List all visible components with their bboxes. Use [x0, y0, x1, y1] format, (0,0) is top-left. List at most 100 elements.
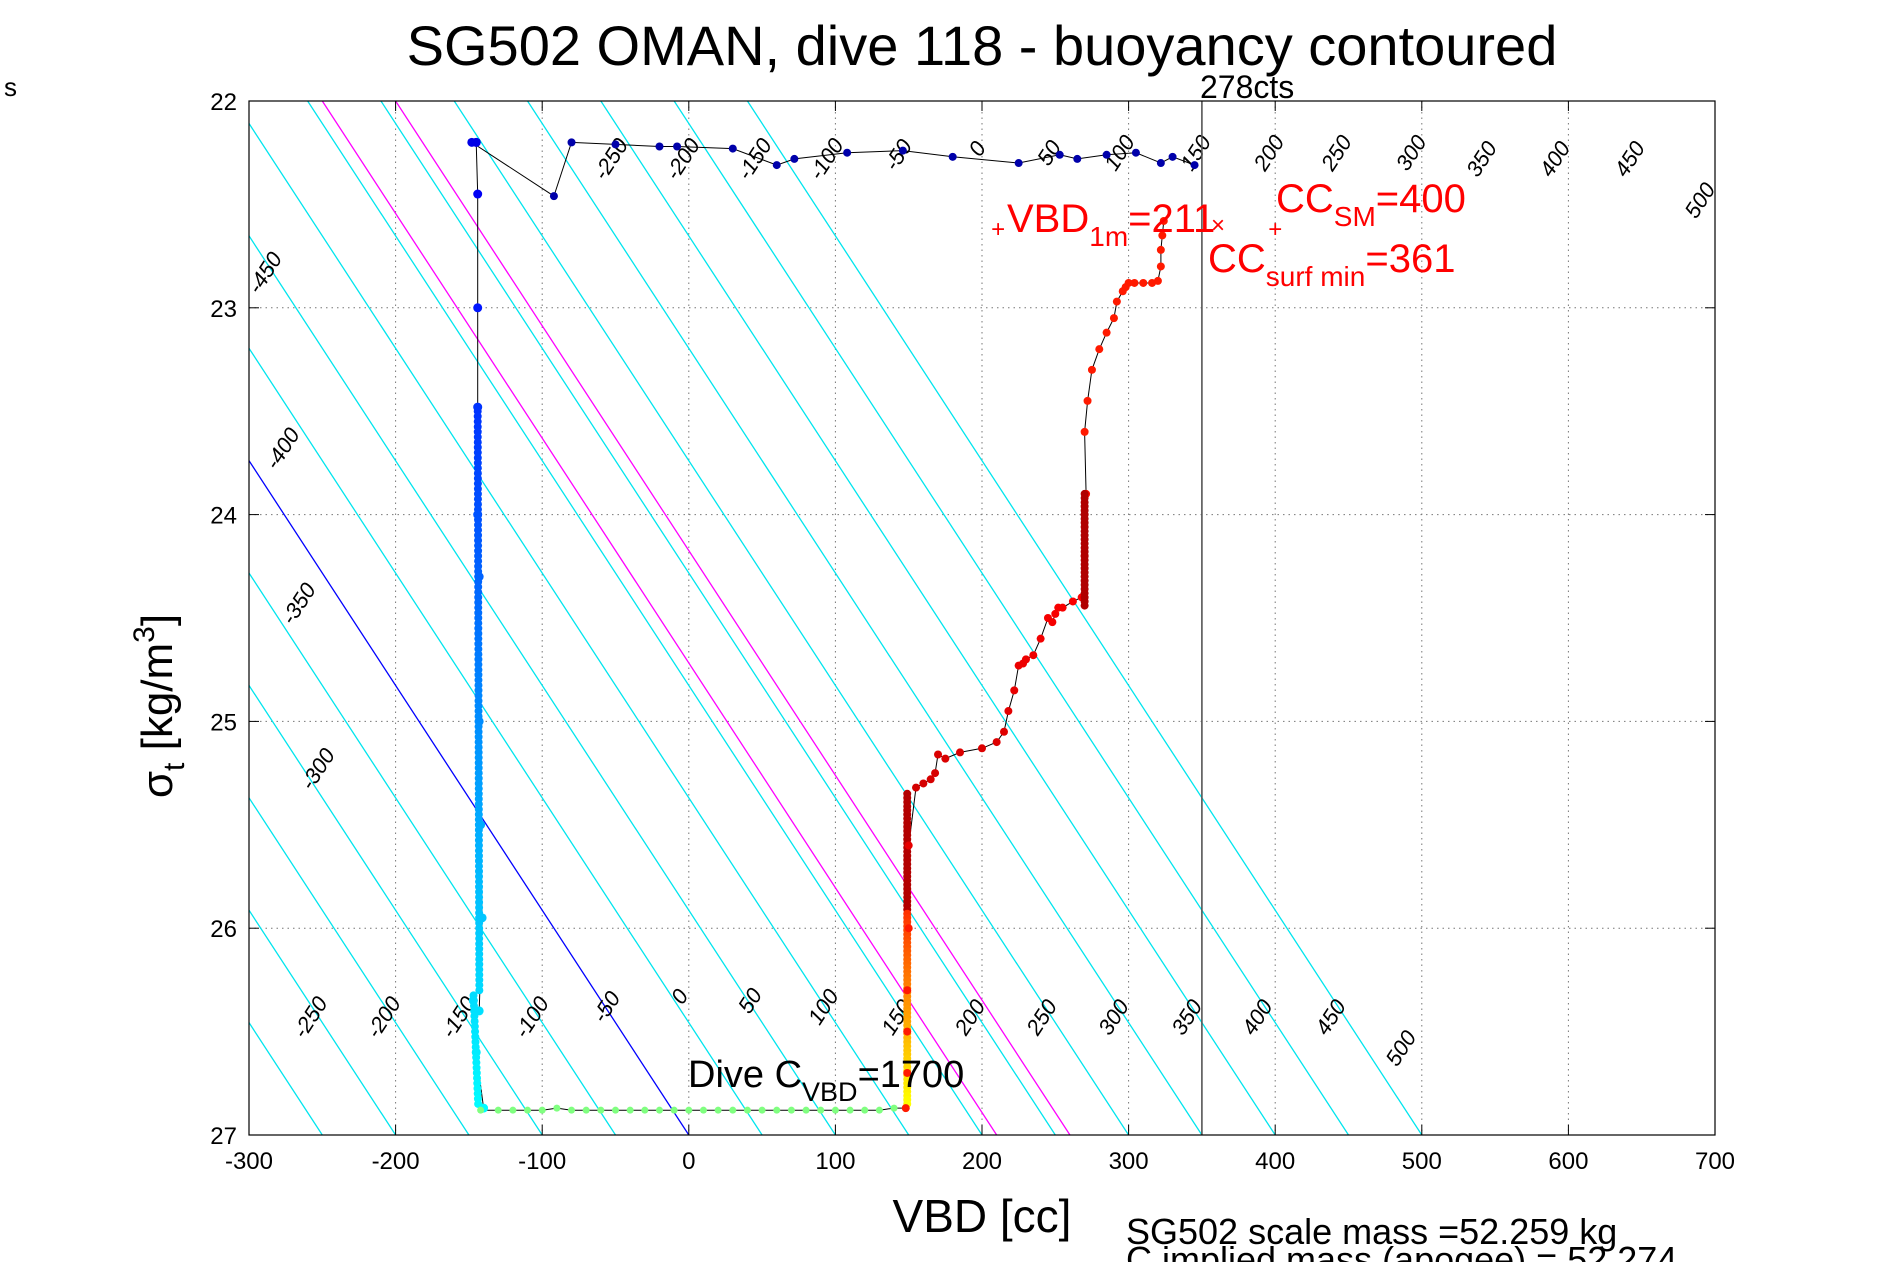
x-tick-label: 300 [1109, 1148, 1149, 1175]
data-point [1010, 686, 1019, 695]
data-point [1068, 597, 1077, 606]
data-point [1158, 231, 1167, 240]
contour-line-magenta [395, 101, 1071, 1135]
ccsm-main: CC [1276, 177, 1334, 221]
contour-line [307, 101, 983, 1135]
data-point [673, 142, 682, 151]
y-tick-label: 25 [210, 709, 237, 736]
contour-line [249, 796, 470, 1135]
contour-line [249, 571, 617, 1135]
data-point [773, 1106, 781, 1114]
data-point [494, 1106, 502, 1114]
x-tick-label: 200 [962, 1148, 1002, 1175]
annotation-ccsm: CCSM=400 [1276, 177, 1466, 232]
contour-line [249, 234, 836, 1135]
data-point [1156, 245, 1165, 254]
data-point [612, 1106, 619, 1114]
data-point [1048, 618, 1057, 627]
data-point [1131, 148, 1140, 157]
data-point [1004, 707, 1013, 716]
data-point [743, 1106, 751, 1114]
data-point [1156, 262, 1165, 271]
data-point [509, 1106, 517, 1114]
data-point [1168, 152, 1177, 161]
buoyancy-contours [0, 101, 1423, 1135]
footer-implied-mass: C implied mass (apogee) = 52.274 [1126, 1239, 1677, 1262]
y-tick-label: 27 [210, 1123, 237, 1150]
contour-line [249, 1133, 250, 1135]
contour-line [249, 122, 910, 1135]
y-tick-label: 24 [210, 503, 237, 530]
ccsurf-value: =361 [1365, 237, 1455, 281]
data-point [941, 754, 950, 763]
data-point [655, 142, 664, 151]
data-point [626, 1106, 634, 1114]
data-point [875, 1106, 883, 1114]
chart-title: SG502 OMAN, dive 118 - buoyancy contoure… [407, 14, 1558, 77]
data-point [1095, 345, 1104, 354]
data-point [1156, 159, 1165, 168]
gridlines [249, 101, 1715, 1135]
x-tick-label: 400 [1255, 1148, 1295, 1175]
y-tick-label: 22 [210, 89, 237, 116]
plot-area: -450-400-350-300-250 -200 -150 -100 -50 0 50 10… [0, 89, 1735, 1175]
contour-line [746, 101, 1423, 1135]
data-point [471, 137, 481, 147]
data-point [1130, 278, 1139, 287]
x-tick-label: 600 [1548, 1148, 1588, 1175]
y-tick-label: 26 [210, 916, 237, 943]
x-tick-label: 700 [1695, 1148, 1735, 1175]
contour-line [249, 459, 690, 1135]
data-point [1102, 328, 1111, 337]
data-point [1080, 427, 1089, 436]
ccsm-value: =400 [1376, 177, 1466, 221]
ccsurf-sub: surf min [1266, 261, 1366, 292]
y-tick-label: 23 [210, 296, 237, 323]
data-point [802, 1106, 810, 1114]
data-point [1087, 365, 1096, 374]
data-point [1080, 601, 1089, 610]
data-point [1159, 216, 1168, 225]
data-point [597, 1106, 605, 1114]
data-point [685, 1106, 693, 1114]
data-point [1055, 150, 1064, 159]
data-point [912, 783, 921, 792]
data-point [904, 924, 913, 933]
data-point [846, 1106, 854, 1114]
contour-line [249, 347, 763, 1135]
data-point [1073, 154, 1082, 163]
data-point [1109, 314, 1118, 323]
data-point [956, 748, 965, 757]
y-label-sigma: σ [133, 771, 182, 798]
data-point [670, 1106, 678, 1114]
left-edge-label: s [4, 72, 17, 102]
contour-line [0, 101, 102, 1135]
data-point [934, 750, 943, 759]
x-axis-label: VBD [cc] [893, 1190, 1072, 1242]
data-point [787, 1106, 795, 1114]
data-point [1058, 603, 1067, 612]
footer-implied-text: implied mass (apogee) = 52.274 [1152, 1239, 1677, 1262]
contour-line [249, 909, 397, 1135]
data-point [1036, 634, 1045, 643]
data-point [611, 140, 620, 149]
data-point [992, 738, 1001, 747]
data-point [655, 1106, 663, 1114]
data-point [817, 1106, 825, 1114]
data-point [567, 138, 576, 147]
data-point [1083, 396, 1092, 405]
contour-line [0, 101, 29, 1135]
x-tick-label: -200 [372, 1148, 420, 1175]
data-point [475, 986, 484, 995]
data-point [898, 146, 907, 155]
reference-line-label: 278cts [1200, 69, 1294, 105]
data-point [473, 303, 483, 313]
data-point [758, 1106, 766, 1114]
footer-c: C [1126, 1239, 1152, 1262]
ccsm-sub: SM [1334, 201, 1376, 232]
data-point [926, 775, 935, 784]
contour-line [526, 101, 1203, 1135]
dive-points [467, 137, 1199, 1114]
data-point [890, 1104, 898, 1112]
